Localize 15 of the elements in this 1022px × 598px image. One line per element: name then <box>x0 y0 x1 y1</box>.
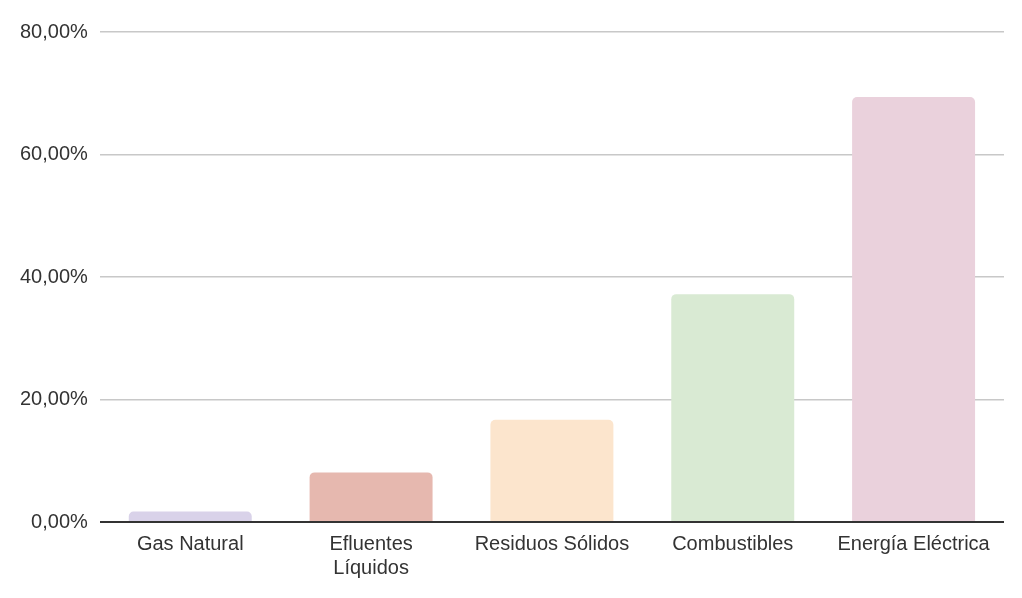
y-tick-label: 60,00% <box>19 142 89 165</box>
x-tick-label: Energía Eléctrica <box>837 531 991 554</box>
y-tick-label: 0,00% <box>31 509 89 532</box>
y-tick-label: 20,00% <box>19 387 89 410</box>
bar <box>671 294 795 521</box>
bar <box>128 511 252 521</box>
bar <box>490 419 614 521</box>
y-tick-label: 80,00% <box>19 19 89 42</box>
y-tick-label: 40,00% <box>19 264 89 287</box>
x-tick-label: Efluentes Líquidos <box>329 531 413 578</box>
bar <box>852 96 976 521</box>
x-tick-label: Combustibles <box>672 531 794 554</box>
bar <box>309 472 433 521</box>
x-tick-label: Gas Natural <box>136 531 244 554</box>
x-tick-label: Residuos Sólidos <box>474 531 630 554</box>
